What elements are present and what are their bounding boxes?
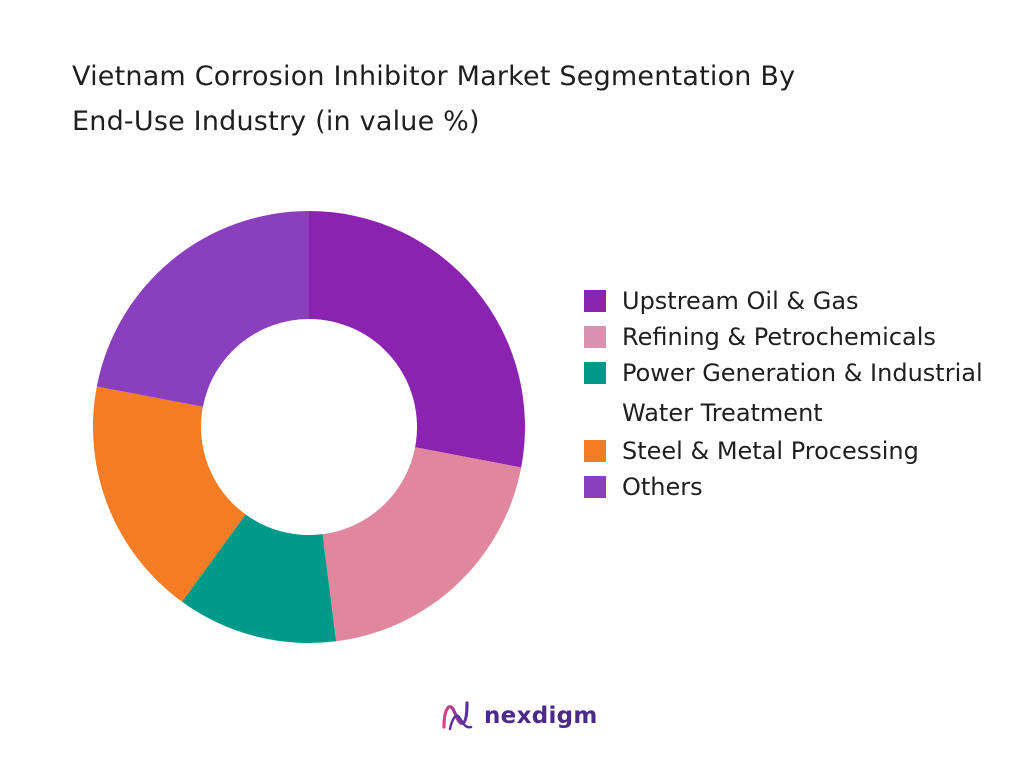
donut-slice-others xyxy=(96,211,309,407)
chart-title-line-1: Vietnam Corrosion Inhibitor Market Segme… xyxy=(72,61,796,92)
brand-wordmark: nexdigm xyxy=(484,703,598,729)
legend-item-power-generation: Power Generation & Industrial Water Trea… xyxy=(584,355,1024,433)
legend-swatch-upstream-oil-gas xyxy=(584,290,606,312)
legend-label-power-generation: Power Generation & Industrial Water Trea… xyxy=(622,359,983,427)
legend-label-upstream-oil-gas: Upstream Oil & Gas xyxy=(622,287,859,315)
chart-title: Vietnam Corrosion Inhibitor Market Segme… xyxy=(72,54,972,144)
legend-swatch-steel-metal-processing xyxy=(584,440,606,462)
legend-swatch-refining-petrochemicals xyxy=(584,326,606,348)
brand-logo: nexdigm xyxy=(440,696,598,736)
chart-title-line-2: End-Use Industry (in value %) xyxy=(72,106,480,137)
donut-slice-upstream-oil-gas xyxy=(309,211,526,468)
legend-item-steel-metal-processing: Steel & Metal Processing xyxy=(584,433,1024,469)
legend-item-others: Others xyxy=(584,469,1024,505)
legend-item-refining-petrochemicals: Refining & Petrochemicals xyxy=(584,319,1024,355)
legend-swatch-others xyxy=(584,476,606,498)
donut-slice-steel-metal-processing xyxy=(92,386,246,602)
legend-swatch-power-generation xyxy=(584,362,606,384)
legend-label-refining-petrochemicals: Refining & Petrochemicals xyxy=(622,323,936,351)
legend-label-others: Others xyxy=(622,473,703,501)
donut-slice-power-generation xyxy=(182,514,337,643)
chart-legend: Upstream Oil & Gas Refining & Petrochemi… xyxy=(584,283,1024,505)
legend-label-steel-metal-processing: Steel & Metal Processing xyxy=(622,437,919,465)
donut-slice-refining-petrochemicals xyxy=(322,447,522,642)
legend-item-upstream-oil-gas: Upstream Oil & Gas xyxy=(584,283,1024,319)
nexdigm-logo-icon xyxy=(442,701,473,731)
